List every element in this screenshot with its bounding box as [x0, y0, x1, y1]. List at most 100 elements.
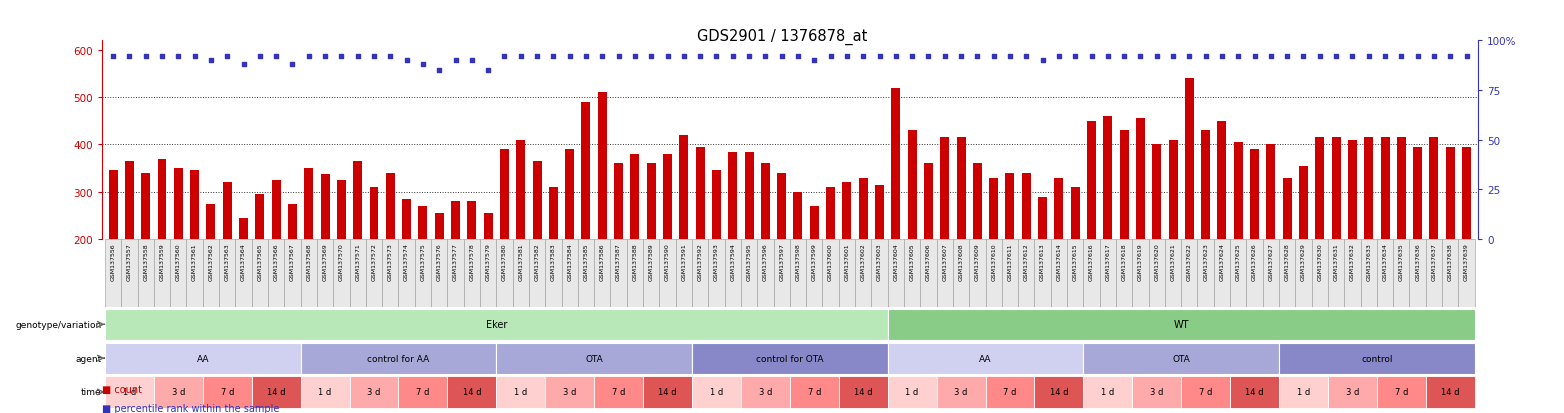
Point	[524, 54, 549, 60]
Text: GSM137563: GSM137563	[225, 243, 230, 280]
Text: GSM137605: GSM137605	[910, 243, 915, 280]
Bar	[435, 214, 444, 240]
FancyBboxPatch shape	[937, 240, 952, 308]
Bar	[206, 204, 216, 240]
Point	[427, 68, 452, 74]
Bar	[988, 178, 998, 240]
Text: GSM137579: GSM137579	[486, 243, 491, 281]
Text: GSM137633: GSM137633	[1367, 243, 1372, 281]
FancyBboxPatch shape	[1262, 240, 1279, 308]
Text: 1 d: 1 d	[906, 387, 918, 396]
FancyBboxPatch shape	[105, 343, 300, 374]
FancyBboxPatch shape	[1034, 377, 1084, 408]
Bar	[696, 147, 705, 240]
Text: GSM137611: GSM137611	[1007, 243, 1012, 280]
FancyBboxPatch shape	[741, 240, 757, 308]
Point	[998, 54, 1023, 60]
FancyBboxPatch shape	[985, 377, 1034, 408]
Text: GSM137577: GSM137577	[454, 243, 458, 281]
Text: GSM137607: GSM137607	[942, 243, 948, 280]
FancyBboxPatch shape	[1084, 377, 1132, 408]
Text: GSM137601: GSM137601	[845, 243, 849, 280]
Point	[557, 54, 582, 60]
Bar	[516, 140, 526, 240]
Point	[1404, 54, 1429, 60]
Bar	[402, 199, 411, 240]
Text: 1 d: 1 d	[122, 387, 136, 396]
FancyBboxPatch shape	[333, 240, 349, 308]
Point	[721, 54, 746, 60]
Bar	[272, 180, 280, 240]
Point	[851, 54, 876, 60]
Point	[1046, 54, 1071, 60]
Bar	[141, 173, 150, 240]
Text: 3 d: 3 d	[563, 387, 577, 396]
Text: GSM137568: GSM137568	[307, 243, 311, 280]
Point	[378, 54, 404, 60]
Text: control for OTA: control for OTA	[755, 354, 824, 363]
Bar	[729, 152, 737, 240]
Bar	[1135, 119, 1145, 240]
Text: ■ percentile rank within the sample: ■ percentile rank within the sample	[102, 403, 278, 413]
Bar	[1414, 147, 1422, 240]
Bar	[386, 173, 394, 240]
Text: agent: agent	[75, 354, 102, 363]
Bar	[1381, 138, 1389, 240]
Point	[214, 54, 239, 60]
Text: GSM137623: GSM137623	[1203, 243, 1207, 281]
Text: GSM137624: GSM137624	[1220, 243, 1225, 281]
Point	[1340, 54, 1365, 60]
Text: Eker: Eker	[485, 320, 507, 330]
Text: GSM137572: GSM137572	[372, 243, 377, 281]
Bar	[1103, 117, 1112, 240]
Text: 7 d: 7 d	[612, 387, 626, 396]
Bar	[843, 183, 851, 240]
Text: OTA: OTA	[1173, 354, 1190, 363]
Text: 3 d: 3 d	[954, 387, 968, 396]
FancyBboxPatch shape	[1198, 240, 1214, 308]
FancyBboxPatch shape	[513, 240, 529, 308]
FancyBboxPatch shape	[349, 377, 399, 408]
Bar	[1331, 138, 1340, 240]
Bar	[1234, 143, 1243, 240]
FancyBboxPatch shape	[1394, 240, 1409, 308]
Text: GSM137630: GSM137630	[1317, 243, 1322, 280]
Point	[166, 54, 191, 60]
Point	[981, 54, 1006, 60]
Point	[1275, 54, 1300, 60]
FancyBboxPatch shape	[1117, 240, 1132, 308]
FancyBboxPatch shape	[122, 240, 138, 308]
Bar	[1071, 188, 1079, 240]
Bar	[1250, 150, 1259, 240]
FancyBboxPatch shape	[546, 240, 561, 308]
FancyBboxPatch shape	[170, 240, 186, 308]
Bar	[336, 180, 346, 240]
Bar	[597, 93, 607, 240]
Text: GSM137581: GSM137581	[518, 243, 524, 280]
FancyBboxPatch shape	[300, 377, 349, 408]
Bar	[615, 164, 622, 240]
Bar	[957, 138, 965, 240]
Point	[655, 54, 680, 60]
Point	[948, 54, 973, 60]
Bar	[1038, 197, 1046, 240]
Text: GSM137564: GSM137564	[241, 243, 246, 280]
Text: 1 d: 1 d	[1297, 387, 1311, 396]
Text: GSM137578: GSM137578	[469, 243, 474, 280]
Text: GSM137620: GSM137620	[1154, 243, 1159, 280]
FancyBboxPatch shape	[1312, 240, 1328, 308]
FancyBboxPatch shape	[1328, 377, 1376, 408]
Text: GSM137635: GSM137635	[1398, 243, 1404, 280]
Text: GSM137629: GSM137629	[1301, 243, 1306, 281]
Bar	[859, 178, 868, 240]
Bar	[239, 218, 249, 240]
Text: GSM137576: GSM137576	[436, 243, 441, 280]
Text: 3 d: 3 d	[759, 387, 773, 396]
FancyBboxPatch shape	[105, 309, 888, 340]
Text: GSM137596: GSM137596	[763, 243, 768, 280]
Bar	[582, 103, 591, 240]
Bar	[907, 131, 917, 240]
Bar	[793, 192, 802, 240]
Bar	[321, 174, 330, 240]
Point	[100, 54, 125, 60]
